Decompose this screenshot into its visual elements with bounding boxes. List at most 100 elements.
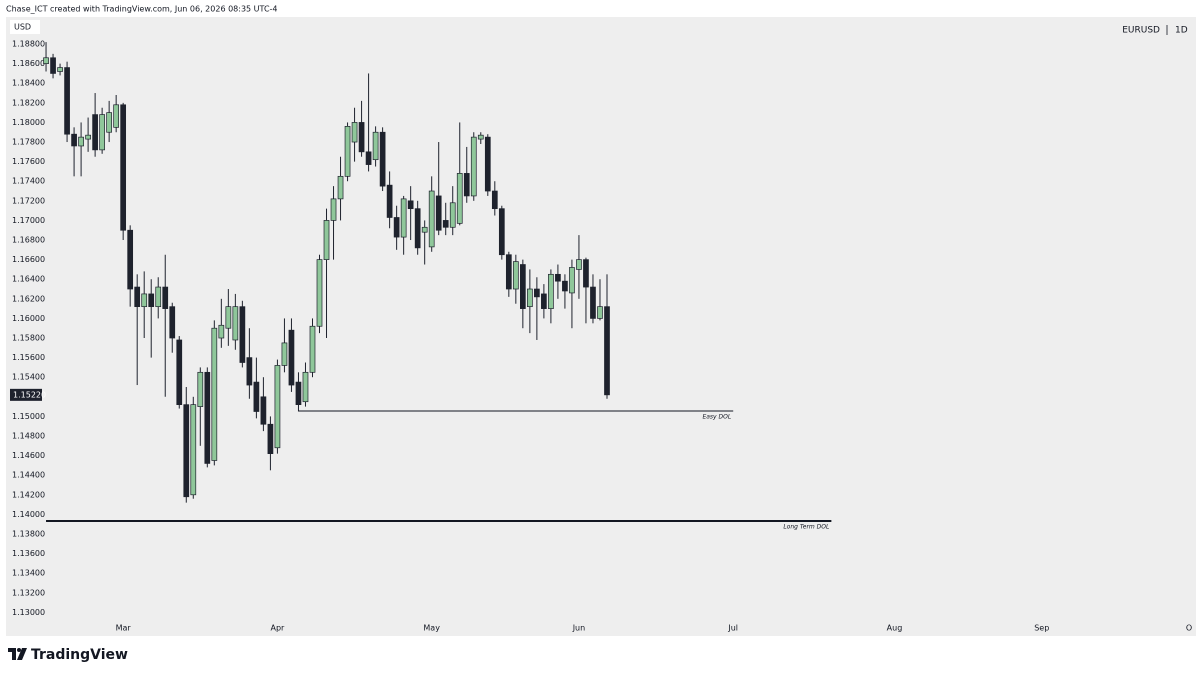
candle-body [400,198,407,238]
candle-body [169,306,176,339]
candle-body [358,122,365,153]
logo-mark [17,648,27,660]
level-label: Long Term DOL [783,523,829,530]
candle-body [225,306,232,329]
x-tick-label: Aug [887,624,903,633]
candle-body [534,288,540,298]
candle-body [372,131,379,161]
y-tick-label: 1.17000 [12,216,45,225]
candle-body [351,122,358,143]
candle-body [43,57,49,64]
y-tick-label: 1.14800 [12,432,45,441]
candle-body [190,404,197,496]
candle-body [92,114,98,151]
y-tick-label: 1.13400 [12,569,45,578]
logo-dot [17,648,21,652]
candle-body [576,259,582,270]
candle-body [498,208,505,256]
candle-body [302,371,309,403]
y-tick-label: 1.18400 [12,79,45,88]
candle-body [386,184,393,218]
x-tick-label: Apr [271,624,286,633]
candle-body [562,280,568,292]
candle-body [512,261,519,290]
candle-body [267,423,274,454]
candle-body [344,126,351,177]
candle-body [477,134,484,140]
candle-body [78,136,84,147]
candle-body [604,306,610,396]
y-tick-label: 1.15600 [12,353,45,362]
candle-body [541,293,547,309]
candle-body [365,151,372,165]
candle-body [274,365,281,449]
candle-body [519,264,526,309]
x-tick-label: Jun [572,624,586,633]
y-tick-label: 1.17800 [12,138,45,147]
candle-body [295,381,302,405]
candle-body [197,371,204,407]
candle-body [421,226,428,233]
candle-body [435,195,442,231]
y-tick-label: 1.16000 [12,314,45,323]
candle-body [134,286,141,308]
last-price-box [10,388,42,401]
y-tick-label: 1.17400 [12,177,45,186]
candle-body [260,396,267,425]
candle-body [288,329,295,386]
logo-mark [8,648,16,660]
candle-body [449,202,456,228]
candle-body [463,173,470,197]
candle-body [505,254,512,290]
x-tick-label: Jul [727,624,738,633]
candle-body [239,306,246,363]
y-tick-label: 1.17200 [12,196,45,205]
y-tick-label: 1.13200 [12,588,45,597]
x-tick-label: O [1186,624,1192,633]
candle-body [141,293,148,308]
candle-body [555,273,561,282]
candle-body [113,104,120,128]
candle-body [204,371,211,464]
candle-body [155,286,162,308]
candle-body [484,136,491,192]
candle-body [309,325,316,373]
y-tick-label: 1.14200 [12,490,45,499]
x-tick-label: Mar [116,624,132,633]
candle-body [597,306,603,319]
candle-body [393,217,400,238]
y-tick-label: 1.13800 [12,529,45,538]
brand: TradingView [31,647,128,663]
candle-body [57,67,63,72]
candle-body [148,293,155,308]
y-tick-label: 1.16400 [12,275,45,284]
candle-body [491,190,498,210]
candle-body [527,288,533,308]
candle-body [127,229,134,290]
candle-body [211,327,218,461]
y-tick-label: 1.16600 [12,255,45,264]
candle-body [470,136,477,197]
y-tick-label: 1.17600 [12,157,45,166]
y-tick-label: 1.13000 [12,608,45,617]
candle-body [414,208,421,249]
candle-body [64,67,70,135]
y-tick-label: 1.18200 [12,98,45,107]
candle-body [106,112,112,133]
candle-body [569,267,575,294]
y-tick-label: 1.16200 [12,294,45,303]
candle-body [71,133,77,147]
y-tick-label: 1.15400 [12,373,45,382]
candle-body [176,339,183,405]
symbol: EURUSD [1122,26,1160,36]
header: Chase_ICT created with TradingView.com, … [6,5,278,14]
level-label: Easy DOL [702,414,731,421]
last-price-label: 1.15220 [13,390,46,399]
y-tick-label: 1.14600 [12,451,45,460]
candle-body [50,57,56,74]
plot-area [6,17,1196,636]
y-tick-label: 1.14000 [12,510,45,519]
y-tick-label: 1.13600 [12,549,45,558]
